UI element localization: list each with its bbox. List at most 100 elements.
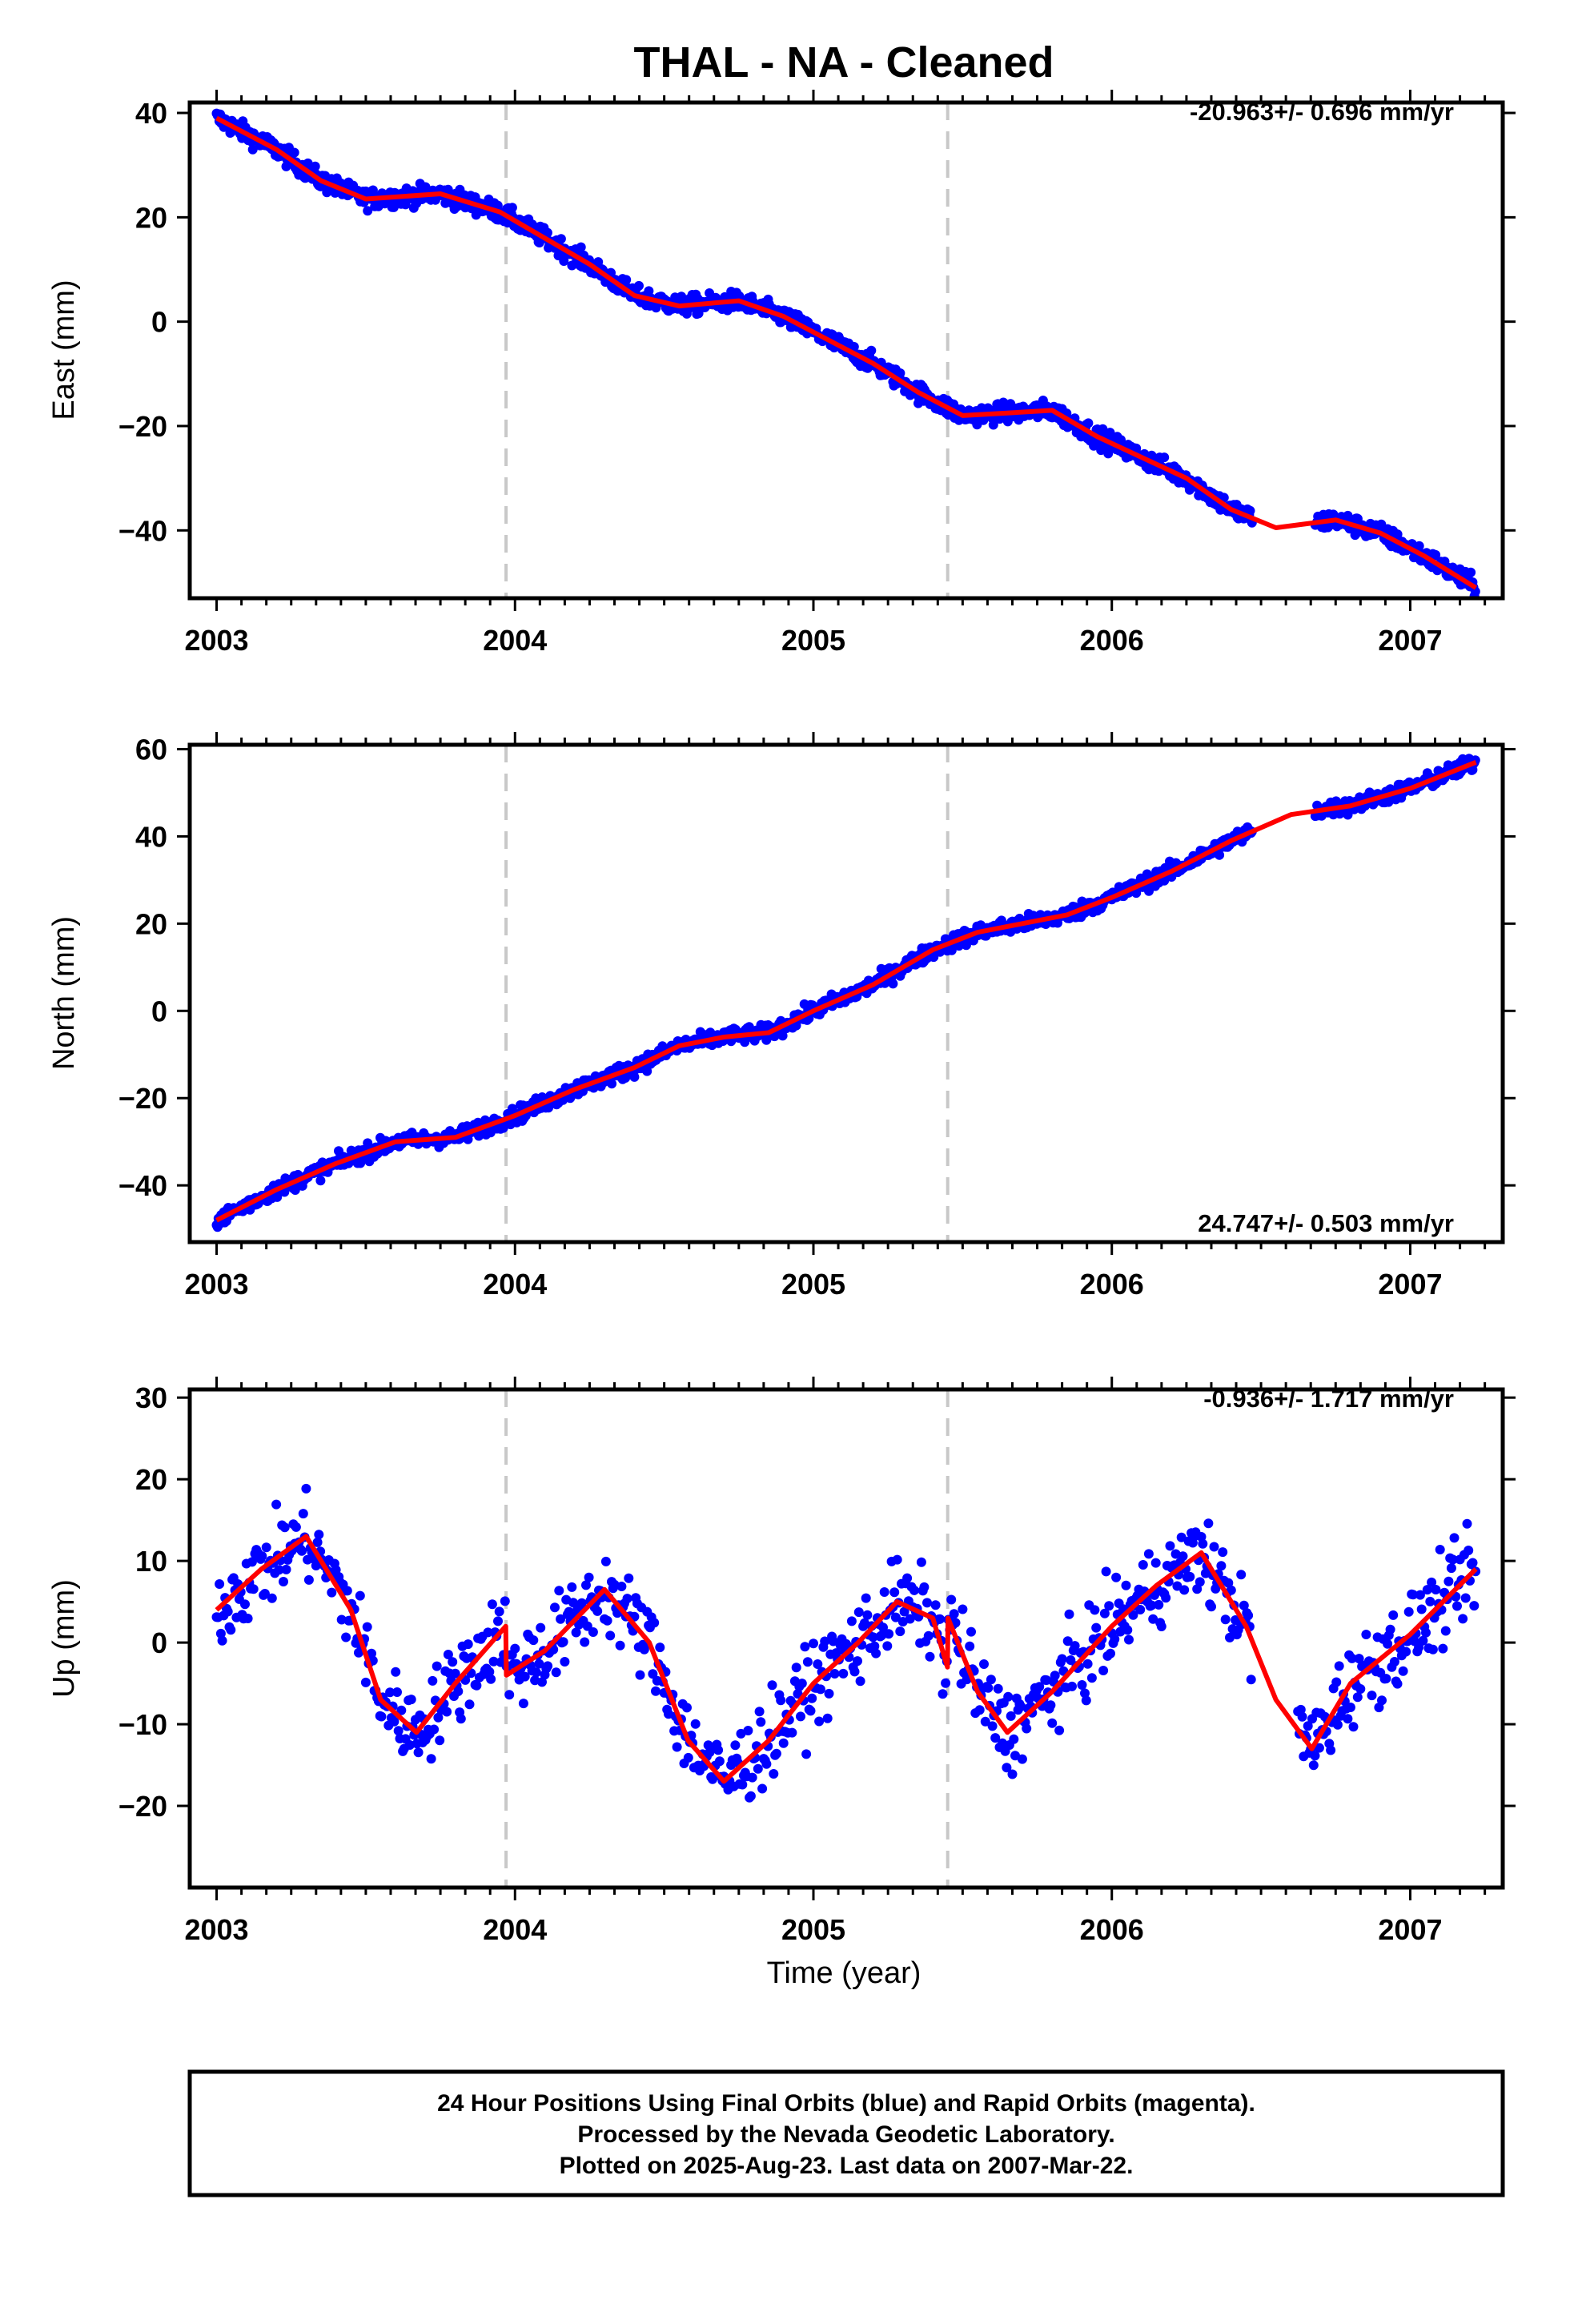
data-point <box>393 1726 404 1736</box>
data-point <box>1246 1675 1256 1685</box>
data-point <box>1418 1635 1428 1646</box>
data-point <box>1006 1711 1016 1721</box>
data-point <box>291 1522 301 1532</box>
data-point <box>800 1642 810 1652</box>
data-point <box>828 1636 838 1647</box>
data-point <box>1143 1549 1154 1559</box>
data-point <box>878 1622 888 1633</box>
data-point <box>1389 1657 1399 1667</box>
data-point <box>261 1542 271 1553</box>
data-point <box>1470 586 1480 597</box>
data-point <box>504 1690 515 1700</box>
data-point <box>223 1606 233 1617</box>
data-point <box>1077 1680 1087 1690</box>
data-point <box>1354 1654 1364 1664</box>
data-point <box>622 1594 632 1604</box>
data-point <box>355 1590 365 1601</box>
y-axis-label: Up (mm) <box>47 1579 81 1698</box>
data-point <box>682 1703 692 1713</box>
data-point <box>413 1747 424 1758</box>
y-tick-label: −10 <box>118 1708 167 1741</box>
data-point <box>1047 1718 1058 1728</box>
data-point <box>362 1622 372 1632</box>
data-point <box>510 1643 520 1654</box>
data-point <box>672 1742 682 1752</box>
data-point <box>1236 1570 1247 1580</box>
data-point <box>580 1637 590 1647</box>
data-point <box>543 1661 553 1671</box>
y-tick-label: 0 <box>151 995 167 1027</box>
data-point <box>472 1680 482 1691</box>
data-point <box>829 1669 840 1679</box>
data-point <box>884 1629 894 1639</box>
data-point <box>1172 1581 1182 1591</box>
plot-frame <box>187 1387 1505 1890</box>
data-point <box>588 1627 598 1637</box>
y-tick-label: 20 <box>135 907 167 940</box>
data-point <box>217 1635 227 1646</box>
data-point <box>615 1640 625 1651</box>
data-point <box>520 1671 530 1682</box>
data-point <box>327 1587 337 1598</box>
x-tick-label: 2003 <box>184 1268 248 1301</box>
data-point <box>1468 1558 1478 1568</box>
data-point <box>500 1596 510 1606</box>
data-point <box>1408 1590 1418 1600</box>
data-point <box>966 1626 976 1637</box>
data-point <box>556 234 566 244</box>
data-point <box>1462 1518 1472 1529</box>
data-point <box>820 1636 830 1647</box>
x-tick-label: 2005 <box>781 1913 845 1946</box>
data-point <box>1218 1547 1228 1558</box>
data-point <box>1106 1648 1115 1659</box>
data-point <box>958 1604 968 1614</box>
data-point <box>567 1582 577 1592</box>
fit-curve <box>215 760 1477 1223</box>
x-tick-label: 2005 <box>781 624 845 657</box>
data-point <box>247 144 258 155</box>
y-tick-label: 40 <box>135 820 167 853</box>
data-point <box>492 200 503 211</box>
data-point <box>916 1557 926 1567</box>
data-point <box>890 1612 901 1622</box>
data-point <box>868 1632 878 1642</box>
data-point <box>1431 549 1441 560</box>
data-point <box>315 1176 326 1186</box>
data-point <box>635 1670 645 1680</box>
data-point <box>1458 1614 1468 1624</box>
data-point <box>651 1686 661 1696</box>
footer-line-3: Plotted on 2025-Aug-23. Last data on 200… <box>560 2153 1134 2179</box>
data-point <box>946 945 957 955</box>
data-point <box>554 1586 564 1596</box>
data-point <box>849 342 859 352</box>
data-point <box>289 147 299 158</box>
data-point <box>1150 1558 1161 1568</box>
data-point <box>1343 510 1353 521</box>
data-point <box>1124 1634 1134 1645</box>
data-point <box>1207 1602 1216 1612</box>
data-point <box>802 1657 813 1667</box>
data-point <box>1223 1578 1234 1588</box>
data-point <box>602 1615 612 1626</box>
footer-box: 24 Hour Positions Using Final Orbits (bl… <box>187 2069 1505 2197</box>
x-tick-label: 2004 <box>483 624 547 657</box>
data-point <box>1403 1606 1414 1617</box>
data-point <box>1003 1691 1014 1702</box>
data-point <box>919 1582 930 1592</box>
data-point <box>1198 1538 1208 1549</box>
data-point <box>986 1675 996 1685</box>
data-point <box>312 1537 323 1547</box>
data-point <box>1017 1754 1027 1764</box>
data-point <box>1326 1745 1336 1755</box>
data-point <box>1460 1593 1471 1603</box>
data-point <box>814 1716 825 1727</box>
data-point <box>360 1677 371 1687</box>
data-point <box>1090 1605 1100 1615</box>
data-point <box>1128 1610 1138 1620</box>
data-point <box>690 1719 701 1729</box>
data-point <box>1383 1638 1393 1649</box>
data-point <box>1355 1684 1366 1694</box>
data-point <box>621 275 632 285</box>
data-point <box>1086 1673 1097 1683</box>
data-point <box>1138 1560 1148 1570</box>
